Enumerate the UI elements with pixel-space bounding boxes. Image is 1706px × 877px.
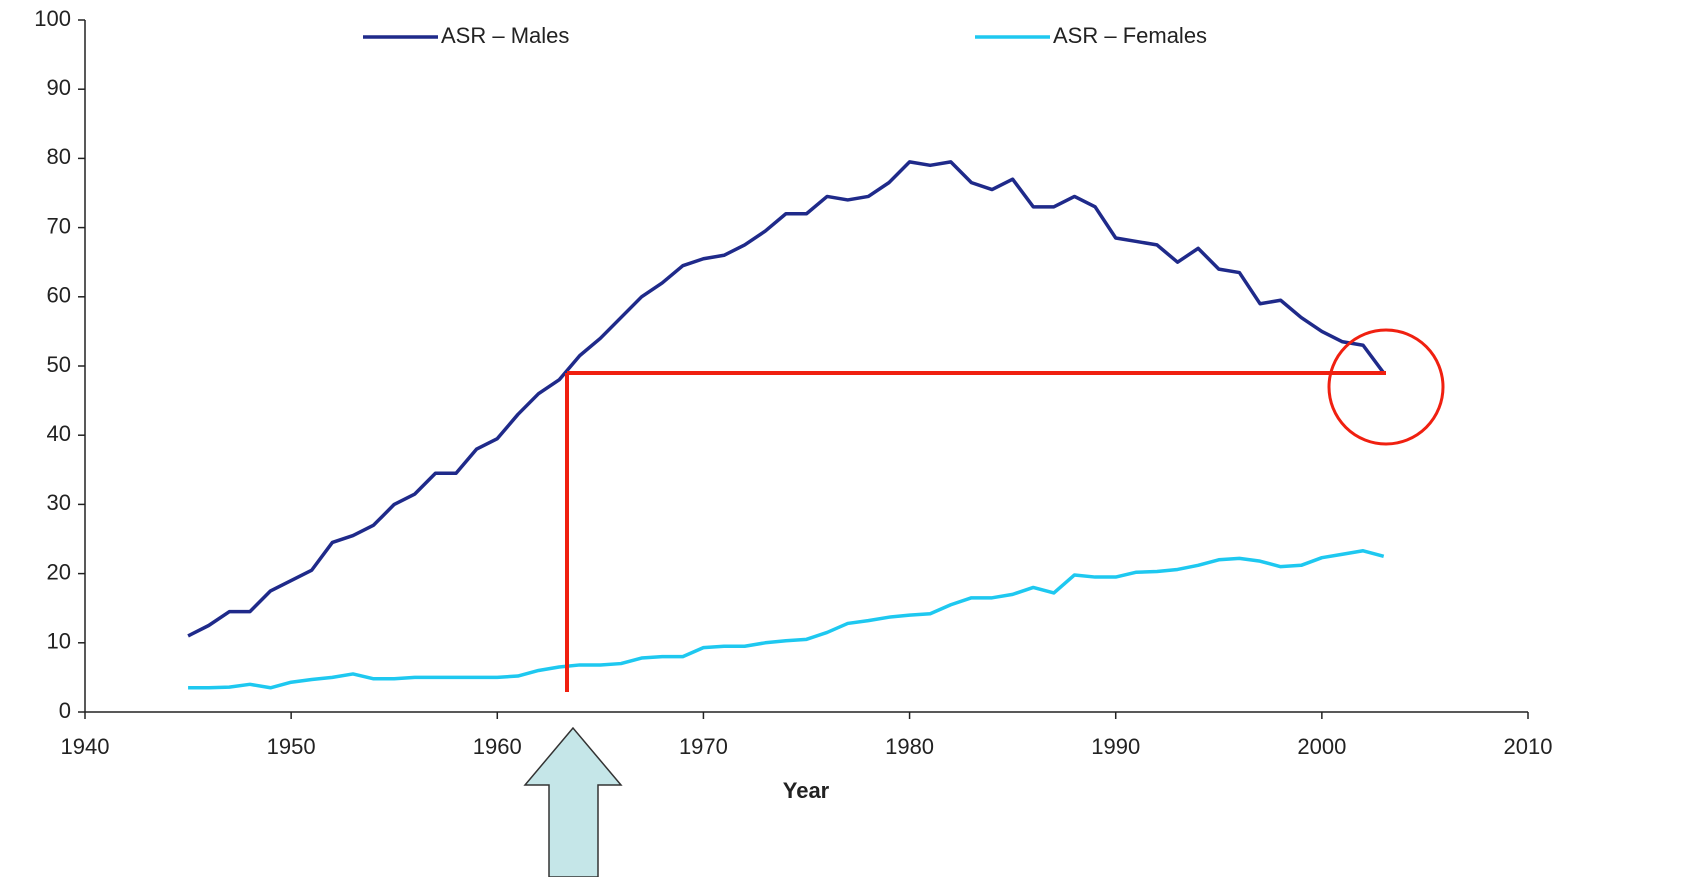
x-tick-label: 2010: [1504, 734, 1553, 759]
arrow: [523, 726, 623, 877]
y-tick-label: 30: [47, 490, 71, 515]
x-tick-label: 1960: [473, 734, 522, 759]
x-tick-label: 1940: [61, 734, 110, 759]
y-tick-label: 50: [47, 352, 71, 377]
y-tick-label: 10: [47, 629, 71, 654]
x-tick-label: 2000: [1297, 734, 1346, 759]
series-line: [187, 160, 1386, 638]
y-tick-label: 0: [59, 698, 71, 723]
y-tick-label: 70: [47, 213, 71, 238]
y-tick-label: 100: [34, 6, 71, 31]
y-tick-label: 20: [47, 559, 71, 584]
y-tick-label: 90: [47, 75, 71, 100]
x-tick-label: 1970: [679, 734, 728, 759]
y-tick-label: 80: [47, 144, 71, 169]
x-tick-label: 1950: [267, 734, 316, 759]
series-line: [188, 549, 1385, 690]
y-tick-label: 40: [47, 421, 71, 446]
legend-label: ASR – Males: [441, 23, 569, 48]
annotations: [523, 328, 1445, 877]
x-axis-label: Year: [783, 778, 830, 803]
highlight-circle: [1327, 328, 1445, 446]
x-tick-label: 1990: [1091, 734, 1140, 759]
x-tick-label: 1980: [885, 734, 934, 759]
y-tick-label: 60: [47, 283, 71, 308]
legend-label: ASR – Females: [1053, 23, 1207, 48]
